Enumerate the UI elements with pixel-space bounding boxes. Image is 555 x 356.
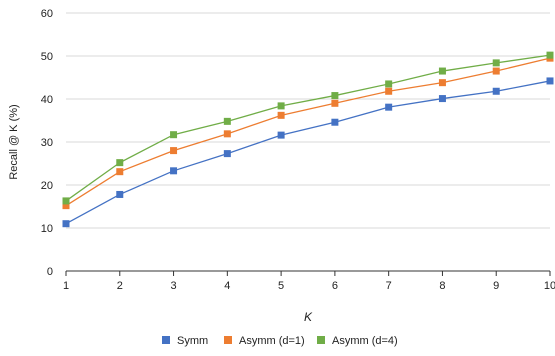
data-point: [385, 103, 393, 111]
x-axis-label: K: [304, 310, 313, 324]
data-point: [170, 147, 178, 155]
data-point: [62, 202, 70, 210]
x-tick-label: 10: [544, 280, 555, 292]
data-point: [62, 220, 70, 228]
y-tick-label: 40: [41, 94, 53, 106]
series-2: [62, 51, 554, 205]
data-point: [223, 150, 231, 158]
data-point: [492, 87, 500, 95]
y-tick-label: 30: [41, 137, 53, 149]
series-line: [65, 54, 551, 202]
data-point: [331, 118, 339, 126]
data-point: [438, 67, 446, 75]
data-point: [438, 95, 446, 103]
data-point: [116, 168, 124, 176]
legend: Symm Asymm (d=1) Asymm (d=4): [162, 335, 398, 347]
x-axis: 1 2 3 4 5 6 7 8 9 10: [63, 270, 555, 292]
data-point: [277, 102, 285, 110]
y-tick-label: 50: [41, 51, 53, 63]
data-point: [492, 59, 500, 67]
legend-label: Asymm (d=4): [332, 335, 398, 347]
x-tick-label: 5: [278, 280, 284, 292]
y-axis-ticks: 0 10 20 30 40 50 60: [41, 8, 53, 278]
x-tick-label: 4: [224, 280, 230, 292]
data-point: [223, 130, 231, 138]
legend-label: Symm: [177, 335, 208, 347]
series-line: [65, 80, 551, 225]
data-point: [385, 87, 393, 95]
data-point: [492, 67, 500, 75]
data-point: [385, 80, 393, 88]
x-tick-label: 3: [170, 280, 176, 292]
data-point: [331, 99, 339, 107]
data-point: [277, 131, 285, 139]
x-tick-label: 8: [439, 280, 445, 292]
legend-swatch: [162, 336, 170, 344]
data-point: [170, 131, 178, 139]
x-tick-label: 9: [493, 280, 499, 292]
data-point: [331, 92, 339, 100]
data-point: [546, 51, 554, 59]
data-point: [223, 117, 231, 125]
data-point: [170, 167, 178, 175]
series-1: [62, 54, 554, 210]
data-point: [62, 197, 70, 205]
data-point: [438, 79, 446, 87]
grid: [66, 12, 550, 229]
y-tick-label: 10: [41, 223, 53, 235]
data-point: [546, 77, 554, 85]
series-line: [65, 57, 551, 207]
series-group: [62, 51, 554, 228]
data-point: [277, 111, 285, 119]
legend-label: Asymm (d=1): [239, 335, 305, 347]
y-axis-label: Recall @ K (%): [8, 104, 20, 179]
legend-swatch: [317, 336, 325, 344]
legend-swatch: [224, 336, 232, 344]
data-point: [116, 190, 124, 198]
y-tick-label: 20: [41, 180, 53, 192]
x-tick-label: 7: [386, 280, 392, 292]
y-tick-label: 60: [41, 8, 53, 20]
series-0: [62, 77, 554, 228]
x-tick-label: 2: [117, 280, 123, 292]
data-point: [116, 159, 124, 167]
y-tick-label: 0: [47, 266, 53, 278]
x-tick-label: 6: [332, 280, 338, 292]
x-tick-label: 1: [63, 280, 69, 292]
